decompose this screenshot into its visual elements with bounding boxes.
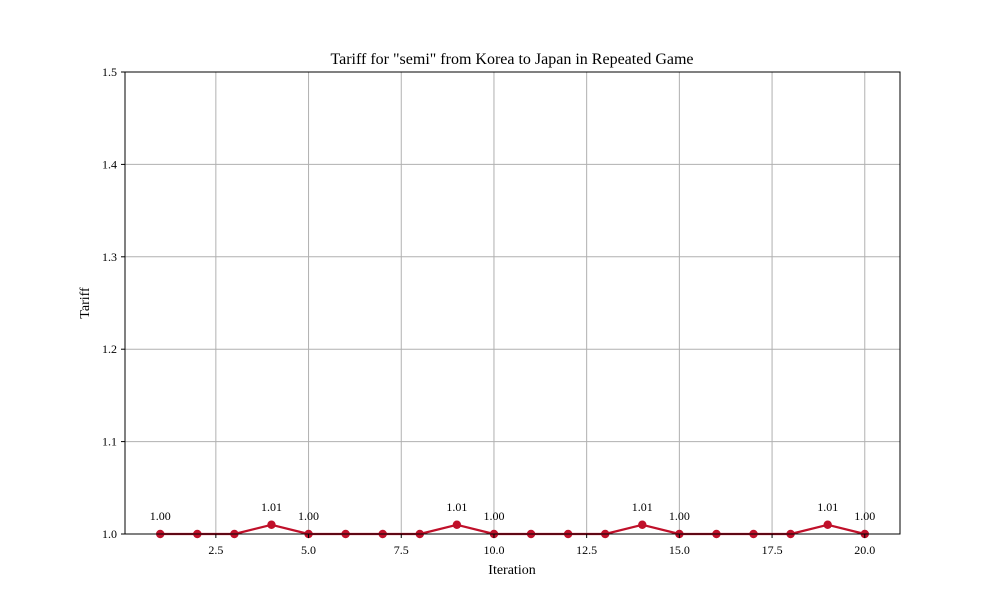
y-tick-label: 1.5 bbox=[102, 65, 117, 79]
y-axis-label: Tariff bbox=[78, 287, 93, 319]
x-tick-label: 12.5 bbox=[576, 543, 597, 557]
x-axis-ticks: 2.5 5.0 7.5 10.0 12.5 15.0 17.5 20.0 bbox=[208, 534, 875, 557]
data-label: 1.00 bbox=[298, 509, 319, 523]
x-axis-label: Iteration bbox=[488, 563, 535, 578]
y-tick-label: 1.4 bbox=[102, 157, 117, 171]
data-label: 1.01 bbox=[261, 500, 282, 514]
y-tick-label: 1.3 bbox=[102, 250, 117, 264]
series-line bbox=[160, 523, 866, 536]
data-label: 1.01 bbox=[446, 500, 467, 514]
data-label: 1.00 bbox=[854, 509, 875, 523]
x-tick-label: 7.5 bbox=[394, 543, 409, 557]
data-point bbox=[452, 520, 462, 529]
grid-lines bbox=[125, 71, 900, 535]
data-labels: 1.00 1.01 1.00 1.01 1.00 1.01 1.00 1.01 1.00 bbox=[150, 500, 876, 523]
data-label: 1.00 bbox=[483, 509, 504, 523]
plot-frame bbox=[124, 71, 901, 535]
data-label: 1.01 bbox=[632, 500, 653, 514]
data-point bbox=[638, 520, 647, 529]
x-tick-label: 10.0 bbox=[483, 543, 504, 557]
x-tick-label: 20.0 bbox=[854, 543, 875, 557]
y-tick-label: 1.0 bbox=[102, 527, 117, 541]
data-label: 1.01 bbox=[817, 500, 838, 514]
y-axis-ticks: 1.0 1.1 1.2 1.3 1.4 1.5 bbox=[102, 65, 125, 541]
x-tick-label: 15.0 bbox=[669, 543, 690, 557]
x-tick-label: 17.5 bbox=[762, 543, 783, 557]
data-point bbox=[823, 520, 832, 529]
chart-title: Tariff for "semi" from Korea to Japan in… bbox=[330, 51, 693, 68]
y-tick-label: 1.2 bbox=[102, 342, 117, 356]
data-label: 1.00 bbox=[150, 509, 171, 523]
series-layer bbox=[156, 520, 869, 539]
y-tick-label: 1.1 bbox=[102, 435, 117, 449]
data-point bbox=[267, 520, 276, 529]
x-tick-label: 5.0 bbox=[301, 543, 316, 557]
data-label: 1.00 bbox=[669, 509, 690, 523]
x-tick-label: 2.5 bbox=[208, 543, 223, 557]
